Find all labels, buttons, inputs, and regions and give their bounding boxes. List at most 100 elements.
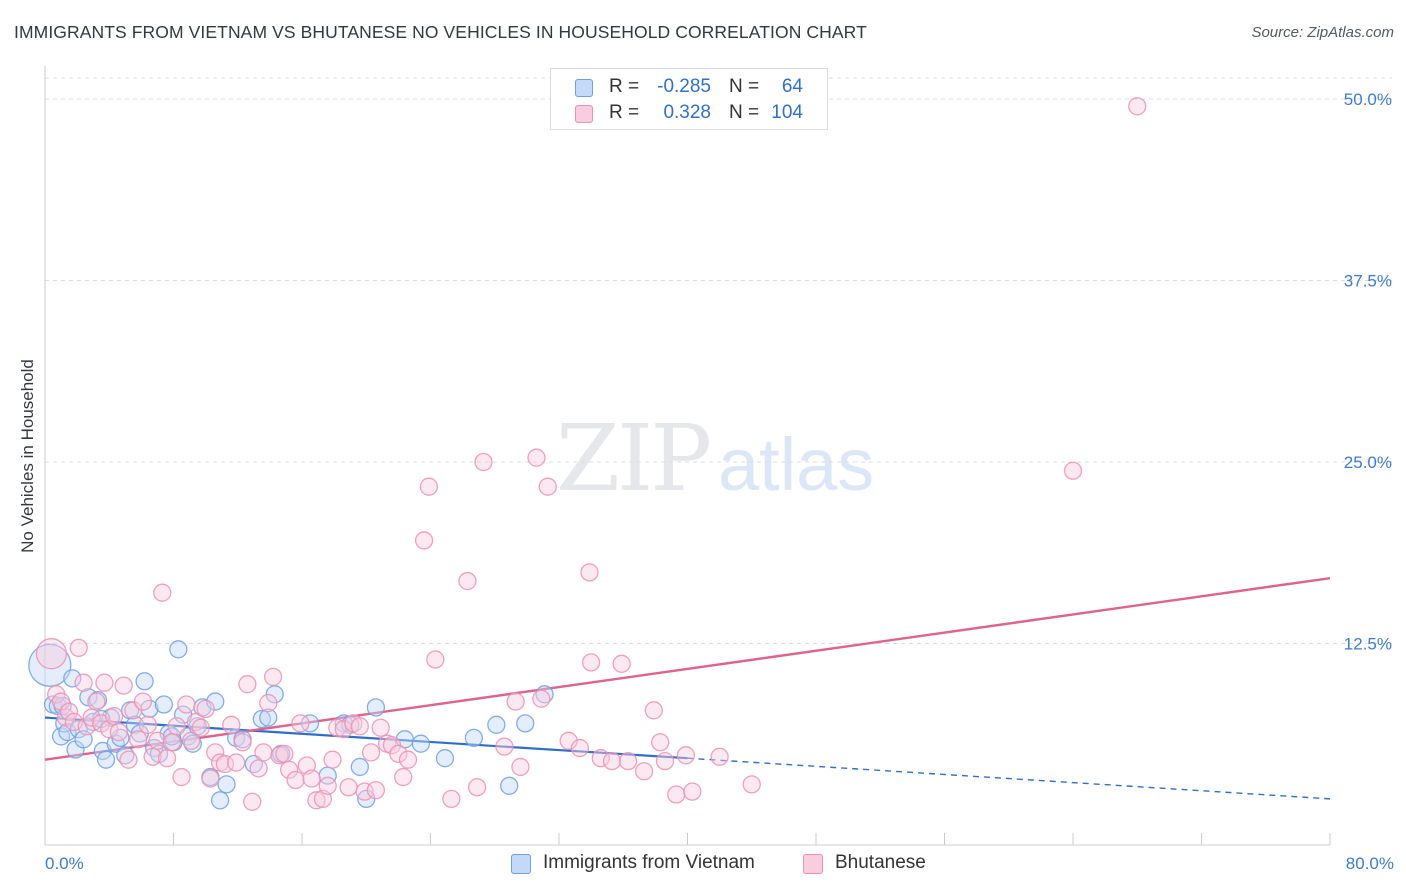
- data-point: [435, 749, 455, 768]
- data-point: [532, 689, 551, 708]
- n-label: N =: [729, 76, 760, 97]
- data-point: [286, 770, 305, 790]
- y-tick-label: 37.5%: [1344, 272, 1392, 291]
- data-point: [414, 531, 434, 550]
- data-point: [618, 751, 638, 771]
- data-point: [291, 714, 310, 733]
- data-point: [419, 477, 439, 496]
- data-point: [644, 701, 663, 720]
- data-point: [302, 769, 321, 788]
- data-point: [63, 669, 82, 688]
- data-point: [87, 692, 106, 711]
- n-label: N =: [729, 102, 760, 123]
- data-point: [655, 751, 675, 771]
- data-point: [183, 734, 202, 753]
- n-value: 64: [781, 76, 803, 97]
- data-point: [109, 722, 129, 742]
- data-point: [259, 708, 278, 727]
- data-point: [458, 571, 477, 591]
- legend-swatch-blue: [511, 854, 531, 874]
- data-point: [252, 709, 271, 729]
- data-point: [591, 749, 610, 768]
- watermark-atlas: atlas: [718, 423, 874, 506]
- data-point: [217, 775, 236, 794]
- legend-row-bhutanese: R = 0.328 N = 104: [551, 101, 829, 127]
- data-point: [77, 717, 96, 736]
- data-point: [516, 714, 535, 733]
- data-point: [411, 734, 431, 753]
- data-point: [279, 760, 299, 779]
- data-point: [169, 640, 188, 659]
- data-point: [74, 673, 93, 692]
- data-point: [96, 750, 116, 769]
- data-point: [162, 733, 182, 752]
- axis-labels: 12.5% 25.0% 37.5% 50.0% 0.0% 80.0% No Vehicles…: [18, 90, 1394, 873]
- data-point: [196, 699, 215, 718]
- data-point: [226, 753, 246, 772]
- data-point: [114, 676, 133, 695]
- data-point: [201, 769, 220, 788]
- data-point: [467, 778, 487, 797]
- data-point: [581, 653, 601, 672]
- data-point: [1128, 97, 1147, 116]
- data-point: [442, 789, 461, 809]
- data-point: [148, 731, 167, 750]
- data-point: [538, 477, 557, 496]
- data-point: [138, 715, 157, 734]
- data-point: [580, 563, 599, 582]
- gridlines: [45, 77, 1392, 645]
- data-point: [133, 692, 153, 711]
- data-point: [474, 452, 493, 472]
- x-tick-label: 80.0%: [1346, 854, 1394, 873]
- data-point: [153, 583, 172, 602]
- legend-label: Bhutanese: [835, 852, 926, 873]
- y-tick-label: 25.0%: [1344, 453, 1392, 472]
- legend-swatch-pink: [575, 105, 593, 123]
- data-point: [339, 778, 358, 797]
- data-point: [125, 715, 145, 734]
- data-point: [95, 673, 114, 692]
- data-point: [570, 738, 590, 758]
- data-point: [210, 791, 230, 810]
- data-point: [28, 643, 72, 687]
- data-point: [464, 728, 484, 748]
- y-tick-label: 12.5%: [1344, 635, 1392, 654]
- data-point: [602, 751, 622, 771]
- data-point: [371, 718, 390, 737]
- data-point: [676, 746, 696, 765]
- data-point: [243, 792, 262, 811]
- data-point: [667, 785, 686, 804]
- data-point: [172, 767, 191, 787]
- trend-line-bhutanese: [44, 576, 1331, 761]
- trend-line-vietnam: [44, 716, 688, 760]
- data-point: [1063, 461, 1083, 480]
- data-point: [233, 733, 252, 752]
- watermark-zip: ZIP: [556, 405, 709, 512]
- data-point: [275, 744, 294, 764]
- data-point: [69, 638, 88, 658]
- data-point: [500, 776, 519, 795]
- n-value: 104: [771, 102, 803, 123]
- data-point: [683, 782, 702, 801]
- legend-swatch-blue: [575, 79, 593, 97]
- axes: [44, 66, 1331, 846]
- data-point: [263, 667, 283, 687]
- data-point: [59, 702, 79, 721]
- data-point: [104, 706, 124, 726]
- data-point: [559, 731, 578, 750]
- legend-swatch-pink: [803, 854, 823, 874]
- chart-title: IMMIGRANTS FROM VIETNAM VS BHUTANESE NO …: [14, 22, 867, 42]
- data-point: [318, 776, 337, 795]
- data-point: [350, 717, 369, 736]
- data-point: [426, 650, 445, 669]
- legend-label: Immigrants from Vietnam: [543, 852, 755, 873]
- data-point: [612, 654, 631, 673]
- data-point: [651, 733, 670, 752]
- r-label: R =: [609, 102, 640, 123]
- data-point: [487, 715, 506, 734]
- data-point: [259, 693, 278, 713]
- data-point: [222, 715, 241, 734]
- data-point: [634, 762, 654, 781]
- legend-row-vietnam: R = -0.285 N = 64: [551, 75, 829, 101]
